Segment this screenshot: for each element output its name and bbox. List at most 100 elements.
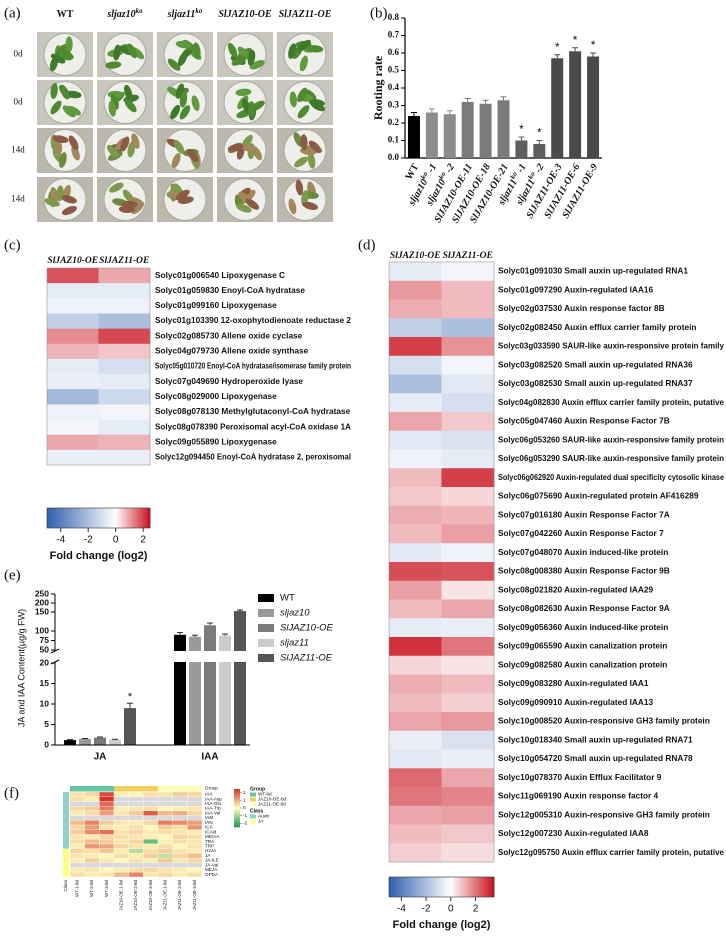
heatmap-cell	[389, 674, 442, 694]
heatmap-cell	[69, 806, 85, 812]
colorbar-segment	[67, 508, 70, 528]
leaf	[50, 83, 58, 99]
row-label: Solyc07g042260 Auxin Response Factor 7	[498, 528, 664, 538]
panel-label: (c)	[4, 237, 21, 253]
heatmap-cell	[172, 839, 188, 845]
heatmap-cell	[389, 468, 442, 488]
heatmap-cell	[99, 829, 115, 835]
bar	[443, 114, 456, 158]
heatmap-cell	[157, 824, 173, 830]
heatmap-cell	[441, 843, 495, 863]
colorbar-segment	[234, 812, 240, 814]
heatmap-cell	[69, 857, 85, 863]
heatmap-cell	[69, 791, 85, 797]
colorbar-segment	[89, 508, 93, 528]
y-tick-label: 100	[35, 625, 49, 635]
y-tick-label: 0.5	[388, 65, 400, 75]
row-label: Solyc04g079730 Allene oxide synthase	[155, 346, 309, 356]
heatmap-cell	[172, 848, 188, 854]
class-annotation	[63, 820, 69, 826]
colorbar-tick-label: -2	[84, 535, 93, 546]
heatmap-cell	[143, 848, 159, 854]
heatmap-cell	[128, 872, 144, 878]
row-label: Solyc02g037530 Auxin response factor 8B	[498, 303, 665, 313]
leaf	[297, 105, 310, 119]
row-label: Solyc06g053290 SAUR-like auxin-responsiv…	[498, 453, 724, 463]
heatmap-cell	[128, 857, 144, 863]
heatmap-cell	[441, 655, 495, 675]
colorbar-segment	[441, 877, 444, 897]
heatmap-cell	[157, 862, 173, 868]
y-tick-label: 0.7	[388, 30, 400, 40]
column-header: SlJAZ11-OE	[443, 251, 493, 261]
class-annotation	[63, 872, 69, 878]
heatmap-cell	[441, 449, 495, 469]
legend-label: JAZ11-OE-8d	[258, 802, 286, 807]
heatmap-cell	[47, 343, 99, 360]
heatmap-cell	[98, 268, 151, 284]
colorbar-segment	[77, 508, 81, 528]
heatmap-cell	[441, 262, 495, 282]
heatmap-cell	[84, 815, 100, 821]
heatmap-cell	[172, 862, 188, 868]
class-annotation	[63, 848, 69, 854]
colorbar-segment	[424, 877, 427, 897]
colorbar-segment	[81, 508, 84, 528]
leaf	[167, 58, 181, 71]
petri-dish	[283, 81, 327, 124]
significance-mark: *	[591, 38, 596, 52]
row-label: Solyc09g056360 Auxin induced-like protei…	[498, 622, 668, 632]
colorbar-segment	[418, 877, 421, 897]
heatmap-cell	[157, 810, 173, 816]
row-label: Solyc10g018340 Small auxin up-regulated …	[498, 734, 693, 744]
heatmap-cell	[143, 872, 159, 878]
colorbar-segment	[234, 808, 240, 811]
colorbar-segment	[490, 877, 493, 897]
heatmap-cell	[113, 829, 129, 835]
colorbar-segment	[234, 789, 240, 792]
class-annotation	[63, 843, 69, 849]
heatmap-border	[388, 261, 495, 863]
heatmap-cell	[389, 843, 442, 863]
legend-title: Group	[250, 786, 265, 792]
colorbar-segment	[103, 508, 106, 528]
heatmap-cell	[441, 374, 495, 394]
heatmap-cell	[389, 430, 442, 450]
colorbar-border	[46, 507, 151, 529]
row-label: Solyc08g078390 Peroxisomal acyl-CoA oxid…	[155, 421, 351, 431]
row-label: Solyc10g008520 Auxin-responsive GH3 fami…	[498, 716, 710, 726]
heatmap-cell	[99, 801, 115, 807]
significance-mark: *	[519, 122, 524, 136]
row-label: IAA-Val	[205, 810, 220, 815]
heatmap-cell	[441, 599, 495, 619]
colorbar-tick-label: 0	[113, 535, 119, 546]
text-part: -1	[514, 162, 529, 177]
y-tick-label: 20	[40, 657, 50, 667]
heatmap-cell	[69, 824, 85, 830]
heatmap-cell	[113, 843, 129, 849]
colorbar-segment	[399, 877, 402, 897]
leaf	[58, 152, 67, 168]
leaf	[307, 152, 316, 169]
significance-mark: *	[555, 40, 560, 54]
heatmap-cell	[47, 298, 99, 314]
heatmap-cell	[99, 853, 115, 859]
heatmap-cell	[441, 337, 495, 357]
colorbar-segment	[476, 877, 479, 897]
colorbar-segment	[469, 877, 472, 897]
heatmap-cell	[389, 580, 442, 600]
legend-swatch	[258, 639, 274, 647]
colorbar-segment	[446, 877, 449, 897]
row-label: Solyc06g062920 Auxin-regulated dual spec…	[498, 472, 724, 482]
colorbar-segment	[139, 508, 142, 528]
heatmap-cell	[389, 505, 442, 525]
row-label: TRA	[205, 839, 215, 844]
heatmap-cell	[441, 580, 495, 600]
colorbar-segment	[394, 877, 397, 897]
heatmap-cell	[389, 655, 442, 675]
colorbar-segment	[234, 811, 240, 814]
heatmap-border	[46, 267, 151, 466]
heatmap-cell	[157, 815, 173, 821]
text-part: -1	[425, 162, 440, 177]
